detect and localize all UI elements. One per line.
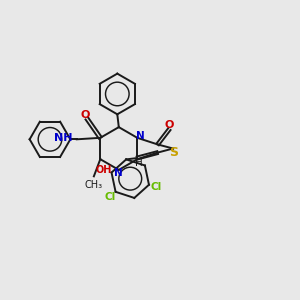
Text: O: O [165,120,174,130]
Text: CH₃: CH₃ [85,180,103,190]
Text: Cl: Cl [104,192,116,202]
Text: H: H [136,158,143,168]
Text: S: S [169,146,178,159]
Text: O: O [81,110,90,120]
Text: NH: NH [54,134,73,143]
Text: Cl: Cl [150,182,162,192]
Text: OH: OH [95,165,112,175]
Text: N: N [114,168,123,178]
Text: N: N [136,131,145,141]
